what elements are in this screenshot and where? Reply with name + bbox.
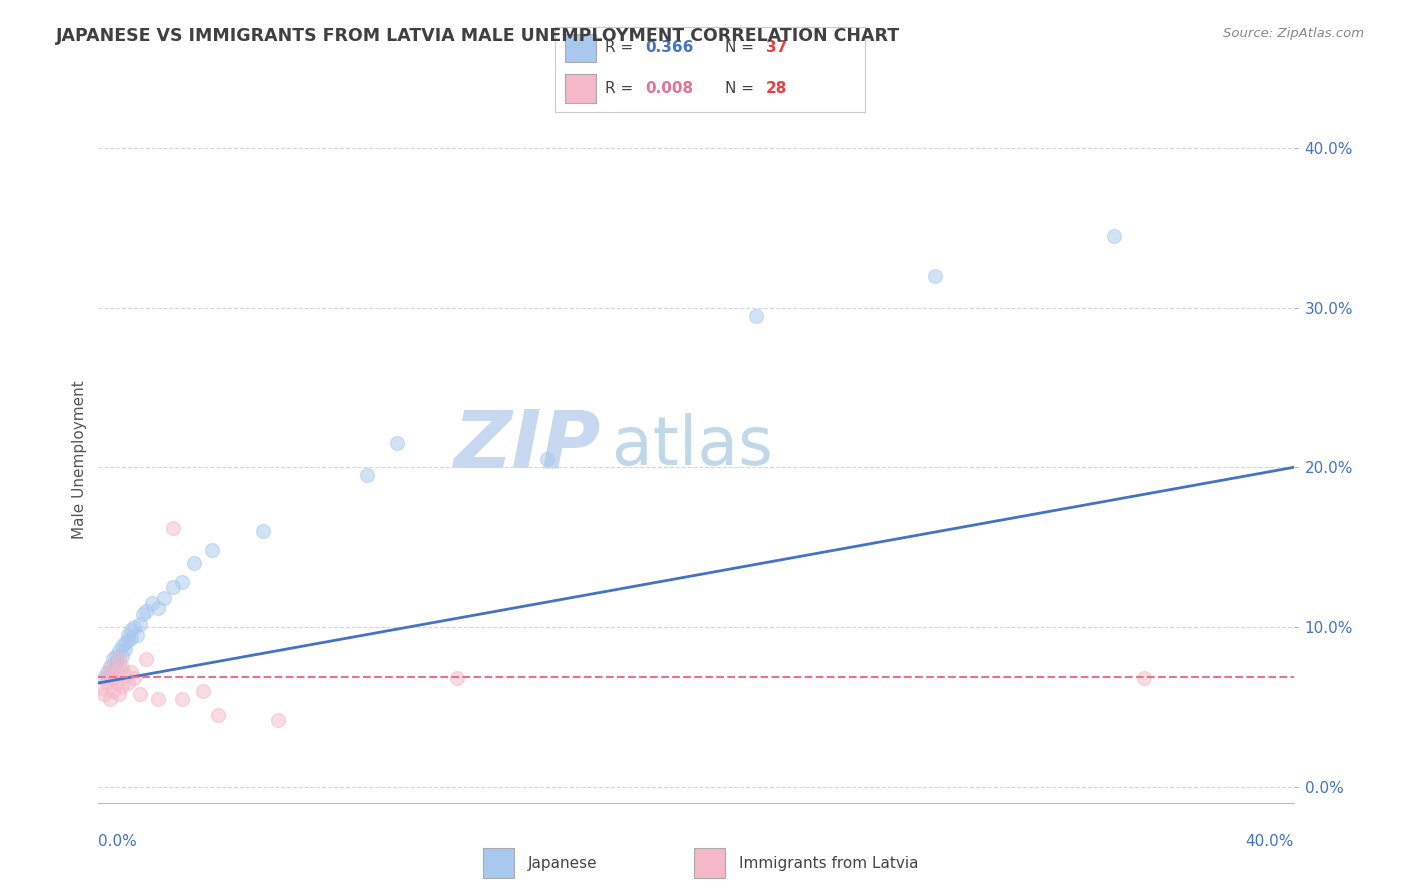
Point xyxy=(148,601,170,615)
FancyBboxPatch shape xyxy=(565,34,596,62)
Point xyxy=(207,708,229,723)
Point xyxy=(111,648,134,663)
Point xyxy=(127,628,149,642)
Point xyxy=(267,713,290,727)
Point xyxy=(117,632,139,647)
Point xyxy=(162,580,184,594)
Point xyxy=(114,642,136,657)
Text: Immigrants from Latvia: Immigrants from Latvia xyxy=(740,855,918,871)
Point xyxy=(124,671,146,685)
Point xyxy=(148,692,170,706)
Point xyxy=(924,268,946,283)
Point xyxy=(108,644,131,658)
Point xyxy=(117,676,139,690)
Point xyxy=(201,543,224,558)
Point xyxy=(356,468,378,483)
FancyBboxPatch shape xyxy=(695,848,725,878)
Text: ZIP: ZIP xyxy=(453,407,600,484)
Point xyxy=(114,636,136,650)
Point xyxy=(117,628,139,642)
Point xyxy=(162,521,184,535)
Point xyxy=(105,665,128,679)
Point xyxy=(108,652,131,666)
Text: N =: N = xyxy=(725,81,759,96)
Point xyxy=(105,655,128,669)
Point xyxy=(172,692,194,706)
Text: R =: R = xyxy=(605,81,638,96)
Point xyxy=(108,687,131,701)
Text: atlas: atlas xyxy=(612,413,773,479)
Point xyxy=(105,676,128,690)
Point xyxy=(120,632,142,646)
Point xyxy=(446,671,468,685)
Text: Source: ZipAtlas.com: Source: ZipAtlas.com xyxy=(1223,27,1364,40)
Point xyxy=(98,692,122,706)
Point xyxy=(745,309,768,323)
Point xyxy=(105,648,128,663)
Text: N =: N = xyxy=(725,40,759,55)
Text: 0.0%: 0.0% xyxy=(98,834,138,849)
Y-axis label: Male Unemployment: Male Unemployment xyxy=(72,380,87,539)
Point xyxy=(129,616,152,631)
Text: Japanese: Japanese xyxy=(527,855,598,871)
Point xyxy=(96,665,118,679)
Point xyxy=(111,640,134,654)
Point xyxy=(172,575,194,590)
Point xyxy=(252,524,274,539)
Text: 37: 37 xyxy=(766,40,787,55)
Text: 0.008: 0.008 xyxy=(645,81,693,96)
Point xyxy=(120,624,142,638)
Text: 40.0%: 40.0% xyxy=(1246,834,1294,849)
Point xyxy=(1104,228,1126,243)
Text: 0.366: 0.366 xyxy=(645,40,693,55)
Point xyxy=(120,665,142,679)
Point xyxy=(98,660,122,674)
Point xyxy=(90,681,112,695)
Point xyxy=(103,652,125,666)
Point xyxy=(96,668,118,682)
Point xyxy=(191,684,214,698)
Point xyxy=(385,436,409,450)
Point xyxy=(103,663,125,677)
Point xyxy=(98,668,122,682)
Point xyxy=(153,591,176,606)
Point xyxy=(93,671,115,685)
Point xyxy=(93,687,115,701)
Point xyxy=(141,596,163,610)
Text: 28: 28 xyxy=(766,81,787,96)
Point xyxy=(132,607,155,622)
Point xyxy=(103,671,125,685)
Point xyxy=(114,668,136,682)
Point xyxy=(103,684,125,698)
Point xyxy=(135,652,157,666)
Point xyxy=(98,660,122,674)
Point xyxy=(183,556,205,570)
Point xyxy=(111,679,134,693)
Point xyxy=(96,676,118,690)
FancyBboxPatch shape xyxy=(565,74,596,103)
Text: JAPANESE VS IMMIGRANTS FROM LATVIA MALE UNEMPLOYMENT CORRELATION CHART: JAPANESE VS IMMIGRANTS FROM LATVIA MALE … xyxy=(56,27,900,45)
Point xyxy=(124,620,146,634)
Point xyxy=(135,604,157,618)
Point xyxy=(129,687,152,701)
Point xyxy=(111,660,134,674)
Text: R =: R = xyxy=(605,40,638,55)
Point xyxy=(536,452,558,467)
FancyBboxPatch shape xyxy=(482,848,515,878)
Point xyxy=(108,658,131,673)
Point xyxy=(1133,671,1156,685)
